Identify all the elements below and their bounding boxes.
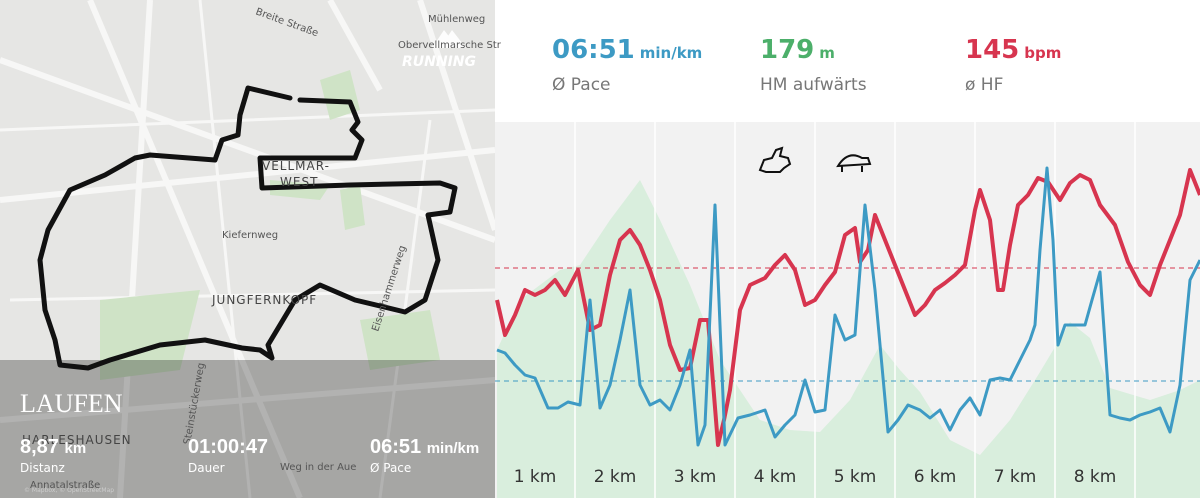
map-roads: [0, 0, 498, 498]
street: Obervellmarsche Str: [398, 40, 502, 51]
stat-value: 06:51 min/km: [552, 35, 702, 65]
distance-value: 8,87 km: [20, 436, 86, 458]
unit: bpm: [1024, 44, 1061, 62]
map-shade: [0, 360, 495, 498]
elevation-area: [497, 180, 1200, 498]
activity-title: LAUFEN: [20, 389, 123, 418]
badge-logo: [432, 30, 466, 48]
km-label: 1 km: [514, 467, 557, 487]
map-green: [100, 70, 440, 380]
unit: km: [65, 440, 87, 457]
badge-text: RUNNING: [402, 54, 476, 70]
km-grid: [574, 122, 1136, 498]
street: Weg in der Aue: [280, 462, 356, 473]
value: 06:51: [370, 436, 421, 458]
stat-value: 179 m: [760, 35, 835, 65]
distance-label: Distanz: [20, 461, 65, 475]
area: HARLESHAUSEN: [22, 433, 132, 447]
attribution: © Mapbox, © OpenStreetMap: [24, 487, 114, 494]
stat-label: HM aufwärts: [760, 75, 867, 95]
km-label: 5 km: [834, 467, 877, 487]
area: VELLMAR-: [262, 159, 330, 173]
map: RUNNING Mühlenweg Obervellmarsche Str Br…: [0, 0, 502, 498]
unit: m: [819, 44, 835, 62]
stat-value: 145 bpm: [965, 35, 1061, 65]
value: 145: [965, 35, 1019, 65]
duration-label: Dauer: [188, 461, 225, 475]
map-minor-roads: [0, 0, 496, 498]
km-label: 7 km: [994, 467, 1037, 487]
hf-line: [495, 168, 1200, 447]
duration-value: 01:00:47: [188, 436, 268, 458]
stat-label: ø HF: [965, 75, 1003, 95]
value: 179: [760, 35, 814, 65]
street: Kiefernweg: [222, 230, 278, 241]
value: 06:51: [552, 35, 635, 65]
km-label: 3 km: [674, 467, 717, 487]
street: Mühlenweg: [428, 14, 485, 25]
km-label: 6 km: [914, 467, 957, 487]
pace-line: [496, 166, 1200, 447]
area: JUNGFERNKOPF: [211, 293, 317, 307]
unit: min/km: [640, 44, 703, 62]
stats: 06:51 min/km Ø Pace 179 m HM aufwärts 145 bpm ø …: [552, 35, 1061, 95]
pace-value: 06:51 min/km: [370, 436, 479, 458]
km-label: 8 km: [1074, 467, 1117, 487]
value: 8,87: [20, 436, 59, 458]
km-label: 2 km: [594, 467, 637, 487]
unit: min/km: [427, 440, 480, 457]
pace-label: Ø Pace: [370, 461, 411, 475]
route: [37, 85, 458, 371]
chart: 1 km 2 km 3 km 4 km 5 km 6 km 7 km 8 km: [495, 122, 1200, 498]
km-labels: 1 km 2 km 3 km 4 km 5 km 6 km 7 km 8 km: [514, 467, 1117, 487]
area: WEST: [280, 175, 318, 189]
street: Annatalstraße: [30, 480, 100, 491]
stat-label: Ø Pace: [552, 75, 611, 95]
km-label: 4 km: [754, 467, 797, 487]
turtle-icon: [836, 154, 872, 172]
rabbit-icon: [758, 146, 792, 173]
